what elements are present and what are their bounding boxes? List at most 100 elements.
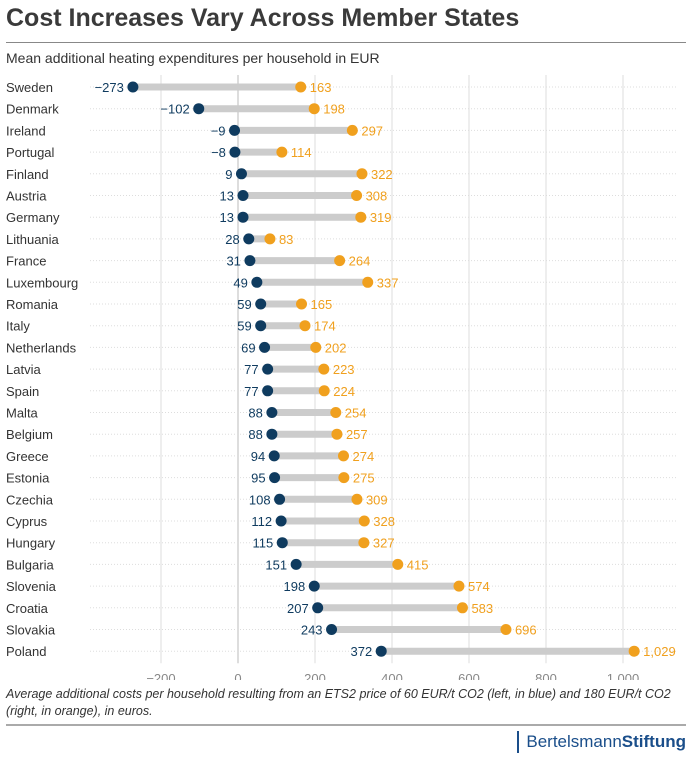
low-value-label: 31 (226, 254, 240, 269)
high-value-label: 198 (323, 102, 345, 117)
low-value-label: 198 (284, 579, 306, 594)
category-label: Germany (6, 210, 60, 225)
high-value-label: 322 (371, 167, 393, 182)
x-tick-label: 600 (458, 671, 480, 680)
low-value-label: 13 (220, 210, 234, 225)
high-value-label: 696 (515, 623, 537, 638)
high-point (276, 146, 288, 158)
low-point (275, 515, 287, 527)
category-label: Finland (6, 167, 49, 182)
high-value-label: 574 (468, 579, 490, 594)
low-point (259, 341, 271, 353)
high-point (456, 602, 468, 614)
category-label: Greece (6, 449, 49, 464)
high-point (330, 407, 342, 418)
low-value-label: −9 (211, 123, 226, 138)
high-point (295, 81, 307, 93)
logo-part1: Bertelsmann (526, 732, 622, 751)
high-value-label: 309 (366, 492, 388, 507)
low-value-label: 49 (233, 275, 247, 290)
high-point (351, 190, 363, 201)
high-point (346, 124, 358, 136)
category-label: Estonia (6, 471, 50, 486)
category-label: Bulgaria (6, 557, 54, 572)
high-point (299, 320, 311, 332)
low-value-label: 59 (237, 297, 251, 312)
low-point (243, 233, 255, 245)
high-point (453, 580, 465, 592)
category-label: Denmark (6, 102, 59, 117)
high-value-label: 223 (333, 362, 355, 377)
low-point (237, 190, 249, 201)
low-value-label: 94 (251, 449, 265, 464)
category-label: Poland (6, 644, 46, 659)
high-value-label: 257 (346, 427, 368, 442)
high-value-label: 1,029 (643, 644, 676, 659)
low-point (274, 493, 286, 505)
category-label: Italy (6, 319, 30, 334)
high-point (308, 103, 320, 115)
low-point (268, 450, 280, 462)
high-value-label: 327 (373, 536, 395, 551)
low-point (312, 602, 324, 614)
low-point (290, 558, 302, 570)
divider (6, 724, 686, 726)
category-label: Netherlands (6, 340, 77, 355)
low-value-label: 108 (249, 492, 271, 507)
low-value-label: 243 (301, 623, 323, 638)
high-point (310, 341, 322, 353)
high-point (358, 515, 370, 527)
high-point (338, 472, 350, 484)
category-label: Czechia (6, 492, 54, 507)
low-value-label: 28 (225, 232, 239, 247)
logo-part2: Stiftung (621, 732, 686, 751)
low-point (193, 103, 205, 115)
high-point (392, 558, 404, 570)
low-value-label: −102 (160, 102, 189, 117)
category-label: Hungary (6, 536, 56, 551)
low-point (251, 276, 263, 288)
high-value-label: 165 (311, 297, 333, 312)
category-label: Spain (6, 384, 39, 399)
category-label: Slovenia (6, 579, 57, 594)
low-point (229, 124, 241, 136)
low-value-label: 9 (225, 167, 232, 182)
low-point (229, 146, 241, 158)
low-point (266, 428, 278, 440)
high-point (356, 168, 368, 180)
x-tick-label: 400 (381, 671, 403, 680)
category-label: Slovakia (6, 623, 56, 638)
high-value-label: 264 (349, 254, 371, 269)
category-label: Croatia (6, 601, 49, 616)
low-point (269, 472, 281, 484)
category-label: Belgium (6, 427, 53, 442)
low-value-label: 77 (244, 384, 258, 399)
category-label: France (6, 254, 46, 269)
high-value-label: 83 (279, 232, 293, 247)
chart-title: Cost Increases Vary Across Member States (6, 4, 520, 32)
low-value-label: −273 (95, 80, 124, 95)
high-value-label: 583 (471, 601, 493, 616)
category-label: Portugal (6, 145, 55, 160)
high-point (296, 298, 308, 310)
high-point (318, 385, 330, 397)
low-point (308, 580, 320, 592)
high-point (334, 255, 346, 267)
category-label: Luxembourg (6, 275, 78, 290)
high-value-label: 174 (314, 319, 336, 334)
high-value-label: 274 (352, 449, 374, 464)
high-value-label: 163 (310, 80, 332, 95)
x-tick-label: 1,000 (607, 671, 640, 680)
high-point (337, 450, 349, 462)
low-point (244, 255, 256, 267)
category-label: Romania (6, 297, 59, 312)
high-point (362, 276, 374, 288)
category-label: Cyprus (6, 514, 48, 529)
divider (6, 42, 686, 43)
category-label: Austria (6, 189, 47, 204)
high-value-label: 415 (407, 557, 429, 572)
high-point (355, 211, 367, 223)
high-value-label: 114 (291, 145, 312, 160)
category-label: Sweden (6, 80, 53, 95)
